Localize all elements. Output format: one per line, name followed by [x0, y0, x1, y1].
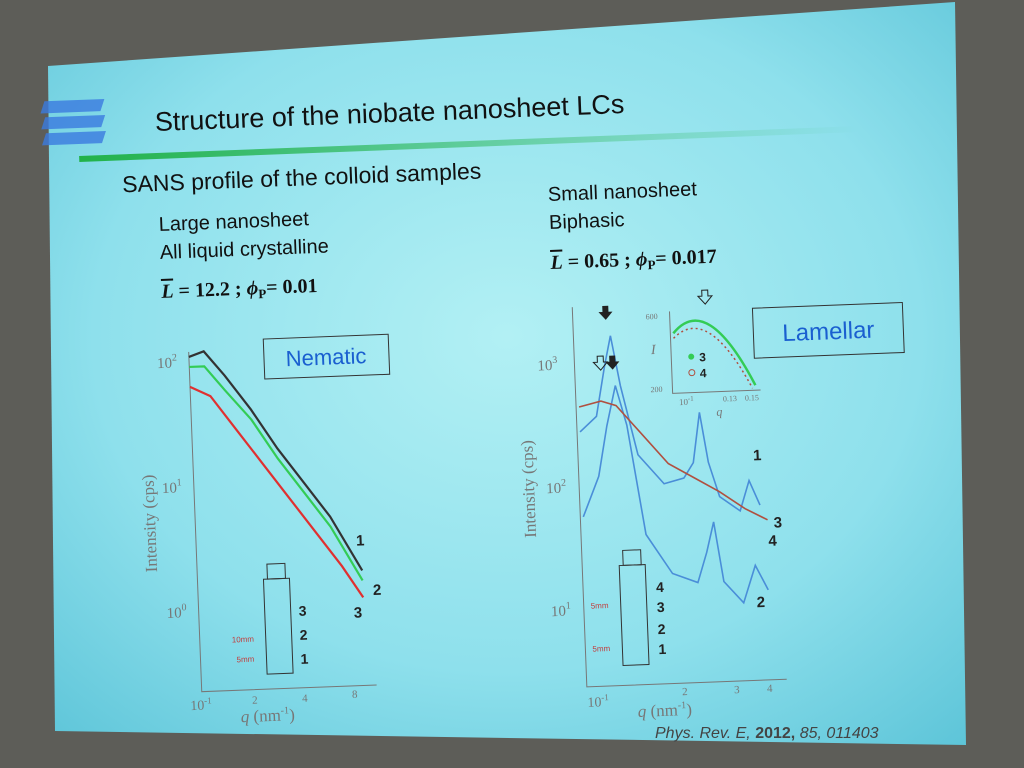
- y-tick-label: 101: [162, 477, 183, 497]
- vial-label: 2: [657, 621, 666, 637]
- formula: L = 0.65 ; ϕP= 0.017: [549, 246, 717, 276]
- legend-label: 3: [699, 350, 707, 364]
- legend-label: 4: [700, 366, 708, 380]
- inset-curve: [672, 327, 754, 389]
- vial-label: 3: [657, 599, 666, 615]
- phase-label: Lamellar: [782, 317, 875, 348]
- phase-label: Nematic: [285, 343, 367, 371]
- y-tick-label: 100: [166, 602, 187, 622]
- arrows: [592, 289, 714, 371]
- formula: L = 12.2 ; ϕP= 0.01: [160, 275, 318, 305]
- plot-left: [188, 351, 377, 693]
- curve-label: 1: [753, 447, 762, 464]
- x-tick-label: 2: [682, 686, 688, 698]
- vial-label: 1: [658, 641, 667, 657]
- inset-tick: 0.13: [723, 394, 737, 404]
- plot-right: [571, 307, 787, 688]
- y-axis-label: Intensity (cps): [517, 440, 540, 538]
- x-tick-label: 2: [252, 695, 258, 707]
- vial-mark: 5mm: [591, 601, 609, 611]
- citation: Phys. Rev. E, 2012, 85, 011403: [655, 725, 879, 742]
- x-tick-label: 4: [767, 683, 773, 695]
- phase-box: [751, 301, 905, 359]
- phase-box: [262, 333, 391, 380]
- slide: [48, 2, 966, 745]
- curve-label: 3: [773, 514, 782, 531]
- inset-y-label: I: [650, 343, 658, 358]
- vial-label: 3: [298, 603, 307, 619]
- vial-mark: 5mm: [236, 655, 254, 665]
- curves-left: [188, 350, 365, 599]
- curve-label: 3: [354, 604, 363, 621]
- vial-label: 4: [656, 579, 665, 595]
- y-axis-label: Intensity (cps): [138, 474, 161, 572]
- inset-x-label: q: [716, 404, 723, 418]
- x-axis-label: q (nm-1): [240, 705, 295, 726]
- y-tick-label: 102: [546, 478, 567, 498]
- vial: [262, 562, 294, 675]
- y-tick-label: 101: [551, 600, 572, 620]
- inset-tick: 200: [650, 385, 662, 394]
- curve-label: 2: [373, 582, 382, 599]
- inset-tick: 0.15: [745, 393, 759, 403]
- inset-tick: 10-1: [679, 395, 695, 408]
- x-tick-label: 10-1: [587, 692, 609, 711]
- inset-axes: [668, 311, 761, 394]
- x-tick-label: 10-1: [190, 695, 212, 714]
- y-tick-label: 102: [157, 352, 178, 372]
- vial-label: 1: [300, 651, 309, 667]
- y-tick-label: 103: [537, 355, 558, 375]
- inset-tick: 600: [646, 312, 658, 321]
- x-axis-label: q (nm-1): [637, 700, 692, 721]
- legend-marker: [688, 369, 696, 377]
- vial-mark: 10mm: [232, 635, 255, 645]
- x-tick-label: 8: [352, 689, 358, 701]
- x-tick-label: 3: [734, 684, 740, 696]
- heading: Biphasic: [549, 209, 625, 234]
- title-rule: [79, 126, 859, 162]
- vial-mark: 5mm: [592, 644, 610, 654]
- logo: [40, 98, 106, 146]
- x-tick-label: 4: [302, 693, 308, 705]
- curves-right: [578, 335, 769, 605]
- curve-label: 1: [356, 532, 365, 549]
- vial: [618, 549, 650, 667]
- inset-curve: [672, 319, 757, 386]
- curve-label: 4: [768, 532, 778, 549]
- curve-label: 2: [756, 594, 765, 611]
- legend-marker: [688, 353, 695, 360]
- vial-label: 2: [299, 627, 308, 643]
